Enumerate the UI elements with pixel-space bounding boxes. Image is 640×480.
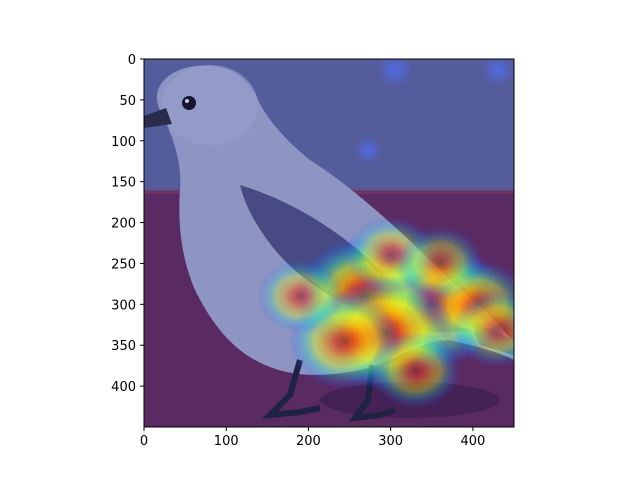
y-tick-label: 200: [111, 217, 136, 232]
y-tick-label: 350: [111, 339, 136, 354]
bokeh-light: [377, 59, 413, 88]
x-tick-label: 400: [460, 434, 485, 449]
axes-frame: [143, 58, 515, 428]
bird-beak: [144, 108, 172, 128]
heat-spot: [451, 289, 514, 368]
y-tick-label: 150: [111, 176, 136, 191]
bokeh-light: [354, 136, 382, 164]
heatmap-overlay: [256, 216, 514, 409]
x-tick-label: 200: [296, 434, 321, 449]
heat-spot: [396, 226, 484, 301]
x-tick-label: 300: [378, 434, 403, 449]
x-axis: 0 100 200 300 400: [140, 427, 485, 449]
heat-spot: [369, 330, 462, 409]
x-tick-label: 100: [214, 434, 239, 449]
y-tick-label: 0: [128, 53, 136, 68]
y-tick-label: 250: [111, 257, 136, 272]
y-tick-label: 100: [111, 135, 136, 150]
image-area: [144, 59, 514, 427]
bokeh-light: [482, 59, 514, 86]
bird-leg: [261, 359, 321, 419]
y-tick-label: 50: [119, 94, 136, 109]
y-tick-label: 300: [111, 298, 136, 313]
heat-spot: [256, 259, 344, 334]
y-axis: 0 50 100 150 200 250 300 350 400: [111, 53, 144, 395]
y-tick-label: 400: [111, 380, 136, 395]
x-tick-label: 0: [140, 434, 148, 449]
bird-eye-highlight: [185, 99, 189, 103]
bird-eye: [182, 96, 196, 110]
bird-head: [162, 65, 258, 145]
